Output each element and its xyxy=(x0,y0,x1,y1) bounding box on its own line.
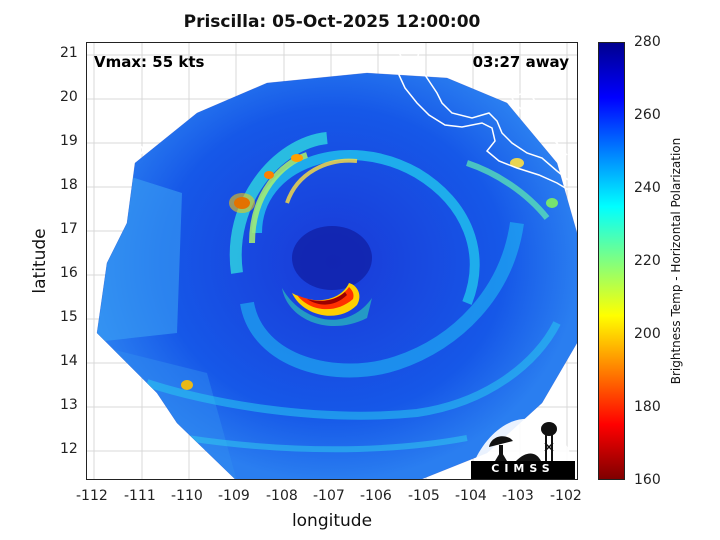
y-axis-label: latitude xyxy=(30,228,50,294)
x-axis-label: longitude xyxy=(291,511,373,531)
y-tick: 13 xyxy=(60,397,78,413)
colorbar xyxy=(598,42,625,480)
y-tick: 12 xyxy=(60,441,78,457)
y-tick: 16 xyxy=(60,265,78,281)
x-tick: -102 xyxy=(550,488,582,504)
y-tick: 18 xyxy=(60,177,78,193)
vmax-label: Vmax: 55 kts xyxy=(94,53,205,71)
colorbar-tick: 200 xyxy=(634,326,661,342)
x-tick: -104 xyxy=(455,488,487,504)
colorbar-tick: 240 xyxy=(634,180,661,196)
logo-text: CIMSS xyxy=(491,462,555,475)
x-tick: -103 xyxy=(502,488,534,504)
time-away-label: 03:27 away xyxy=(472,53,569,71)
x-tick: -109 xyxy=(218,488,250,504)
colorbar-tick: 180 xyxy=(634,399,661,415)
x-tick: -112 xyxy=(76,488,108,504)
colorbar-tick: 160 xyxy=(634,472,661,488)
map-image xyxy=(87,43,577,479)
y-tick: 15 xyxy=(60,309,78,325)
colorbar-tick: 280 xyxy=(634,34,661,50)
colorbar-tick: 260 xyxy=(634,107,661,123)
y-tick: 17 xyxy=(60,221,78,237)
x-tick: -105 xyxy=(408,488,440,504)
cimss-logo-icon: CIMSS xyxy=(471,413,575,479)
y-tick: 20 xyxy=(60,89,78,105)
x-tick: -111 xyxy=(124,488,156,504)
x-tick: -110 xyxy=(171,488,203,504)
y-tick: 21 xyxy=(60,45,78,61)
colorbar-tick: 220 xyxy=(634,253,661,269)
y-tick: 19 xyxy=(60,133,78,149)
x-tick: -107 xyxy=(313,488,345,504)
chart-title: Priscilla: 05-Oct-2025 12:00:00 xyxy=(183,12,481,32)
colorbar-label: Brightness Temp - Horizontal Polarizatio… xyxy=(669,137,683,385)
x-tick: -108 xyxy=(266,488,298,504)
coastline xyxy=(134,43,577,192)
map-plot-area: Vmax: 55 kts 03:27 away CIMSS xyxy=(86,42,578,480)
x-tick: -106 xyxy=(360,488,392,504)
y-tick: 14 xyxy=(60,353,78,369)
